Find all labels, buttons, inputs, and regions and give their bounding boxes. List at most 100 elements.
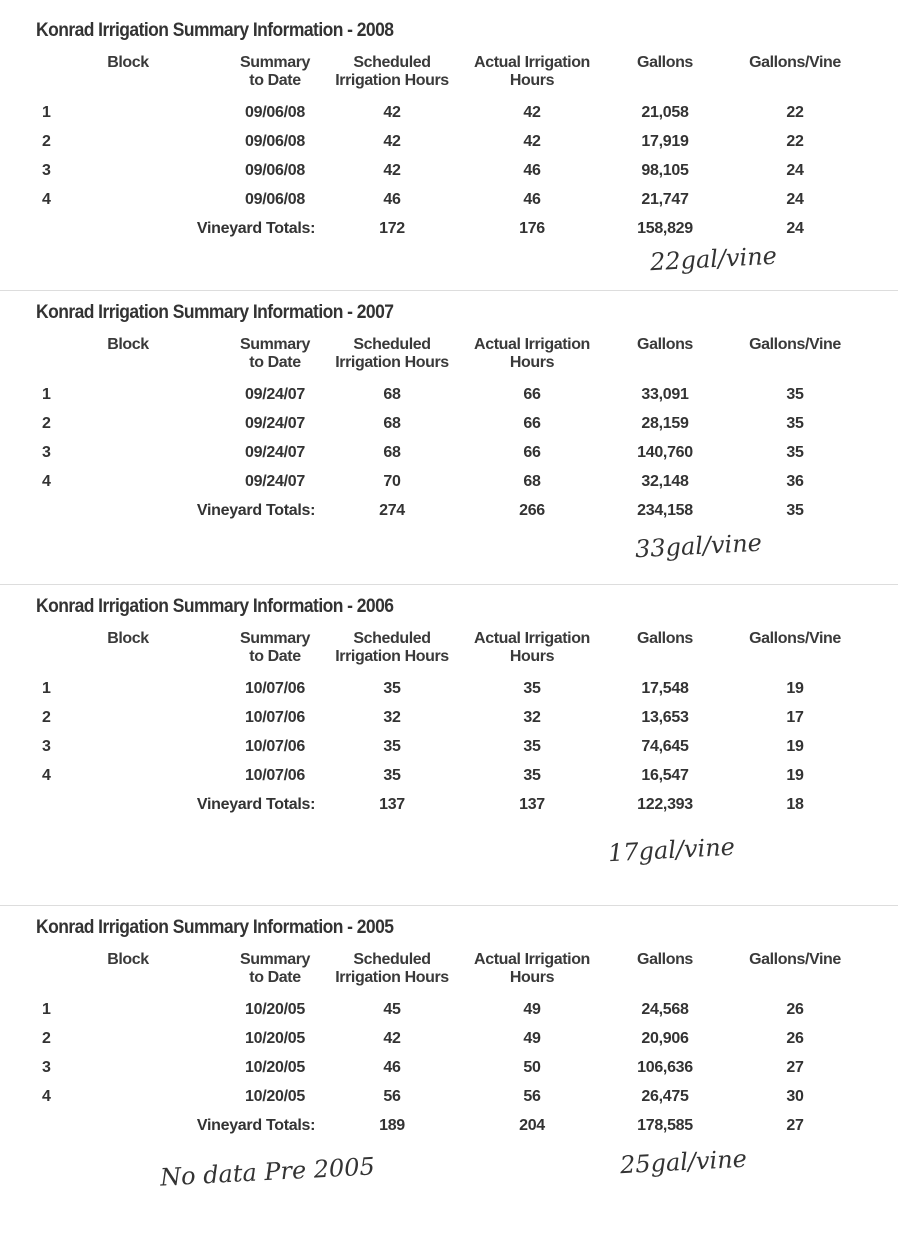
table-cell: 26,475	[641, 1088, 689, 1105]
table-cell: 49	[523, 1030, 541, 1047]
column-header: Actual Irrigation Hours	[474, 336, 590, 371]
table-cell: 42	[383, 133, 401, 150]
section-title: Konrad Irrigation Summary Information - …	[36, 596, 394, 617]
table-cell: 68	[383, 444, 401, 461]
total-cell: 122,393	[637, 796, 693, 813]
column-header: Gallons/Vine	[749, 951, 841, 968]
table-cell: 17	[786, 709, 804, 726]
table-cell: 09/24/07	[245, 444, 305, 461]
table-cell: 24	[786, 162, 804, 179]
irrigation-section: Konrad Irrigation Summary Information - …	[0, 20, 898, 300]
divider	[0, 290, 898, 291]
table-cell: 35	[383, 738, 401, 755]
column-header: Gallons	[637, 54, 693, 71]
table-cell: 42	[523, 133, 541, 150]
block-number: 3	[42, 1059, 51, 1076]
table-cell: 26	[786, 1001, 804, 1018]
table-cell: 35	[523, 767, 541, 784]
total-cell: 189	[379, 1117, 405, 1134]
total-cell: 234,158	[637, 502, 693, 519]
table-cell: 10/07/06	[245, 767, 305, 784]
block-number: 2	[42, 1030, 51, 1047]
total-cell: 204	[519, 1117, 545, 1134]
table-cell: 66	[523, 415, 541, 432]
table-cell: 42	[383, 1030, 401, 1047]
table-cell: 19	[786, 767, 804, 784]
table-cell: 42	[383, 104, 401, 121]
section-title: Konrad Irrigation Summary Information - …	[36, 917, 394, 938]
total-cell: 18	[786, 796, 804, 813]
totals-label: Vineyard Totals:	[196, 1117, 316, 1134]
table-cell: 09/24/07	[245, 386, 305, 403]
table-cell: 66	[523, 444, 541, 461]
table-cell: 10/20/05	[245, 1030, 305, 1047]
column-header: Block	[107, 630, 149, 647]
table-cell: 30	[786, 1088, 804, 1105]
column-header: Actual Irrigation Hours	[474, 54, 590, 89]
column-header: Summary to Date	[239, 951, 311, 986]
table-cell: 09/24/07	[245, 415, 305, 432]
table-cell: 35	[786, 386, 804, 403]
section-title: Konrad Irrigation Summary Information - …	[36, 20, 394, 41]
block-number: 2	[42, 415, 51, 432]
block-number: 1	[42, 1001, 51, 1018]
table-cell: 45	[383, 1001, 401, 1018]
column-header: Gallons	[637, 951, 693, 968]
column-header: Actual Irrigation Hours	[474, 630, 590, 665]
block-number: 3	[42, 162, 51, 179]
block-number: 1	[42, 386, 51, 403]
column-header: Gallons/Vine	[749, 630, 841, 647]
divider	[0, 905, 898, 906]
divider	[0, 584, 898, 585]
column-header: Scheduled Irrigation Hours	[335, 630, 449, 665]
column-header: Scheduled Irrigation Hours	[335, 951, 449, 986]
totals-label: Vineyard Totals:	[196, 220, 316, 237]
totals-label: Vineyard Totals:	[196, 796, 316, 813]
block-number: 2	[42, 709, 51, 726]
table-cell: 10/07/06	[245, 738, 305, 755]
table-cell: 66	[523, 386, 541, 403]
irrigation-section: Konrad Irrigation Summary Information - …	[0, 917, 898, 1197]
table-cell: 09/06/08	[245, 133, 305, 150]
block-number: 2	[42, 133, 51, 150]
table-cell: 35	[383, 767, 401, 784]
table-cell: 49	[523, 1001, 541, 1018]
table-cell: 21,747	[641, 191, 689, 208]
table-cell: 35	[523, 738, 541, 755]
table-cell: 09/06/08	[245, 162, 305, 179]
table-cell: 24,568	[641, 1001, 689, 1018]
column-header: Block	[107, 336, 149, 353]
table-cell: 10/07/06	[245, 709, 305, 726]
table-cell: 35	[786, 444, 804, 461]
table-cell: 140,760	[637, 444, 693, 461]
total-cell: 137	[379, 796, 405, 813]
table-cell: 10/20/05	[245, 1059, 305, 1076]
column-header: Scheduled Irrigation Hours	[335, 54, 449, 89]
table-cell: 10/20/05	[245, 1001, 305, 1018]
column-header: Summary to Date	[239, 630, 311, 665]
column-header: Summary to Date	[239, 54, 311, 89]
total-cell: 137	[519, 796, 545, 813]
table-cell: 19	[786, 680, 804, 697]
total-cell: 27	[786, 1117, 804, 1134]
block-number: 1	[42, 680, 51, 697]
column-header: Block	[107, 951, 149, 968]
column-header: Gallons	[637, 336, 693, 353]
column-header: Gallons	[637, 630, 693, 647]
table-cell: 106,636	[637, 1059, 693, 1076]
table-cell: 09/06/08	[245, 191, 305, 208]
table-cell: 33,091	[641, 386, 689, 403]
column-header: Summary to Date	[239, 336, 311, 371]
table-cell: 27	[786, 1059, 804, 1076]
table-cell: 13,653	[641, 709, 689, 726]
column-header: Scheduled Irrigation Hours	[335, 336, 449, 371]
table-cell: 74,645	[641, 738, 689, 755]
table-cell: 42	[383, 162, 401, 179]
table-cell: 68	[383, 415, 401, 432]
table-cell: 09/06/08	[245, 104, 305, 121]
table-cell: 35	[523, 680, 541, 697]
table-cell: 46	[523, 191, 541, 208]
table-cell: 24	[786, 191, 804, 208]
table-cell: 28,159	[641, 415, 689, 432]
table-cell: 46	[523, 162, 541, 179]
